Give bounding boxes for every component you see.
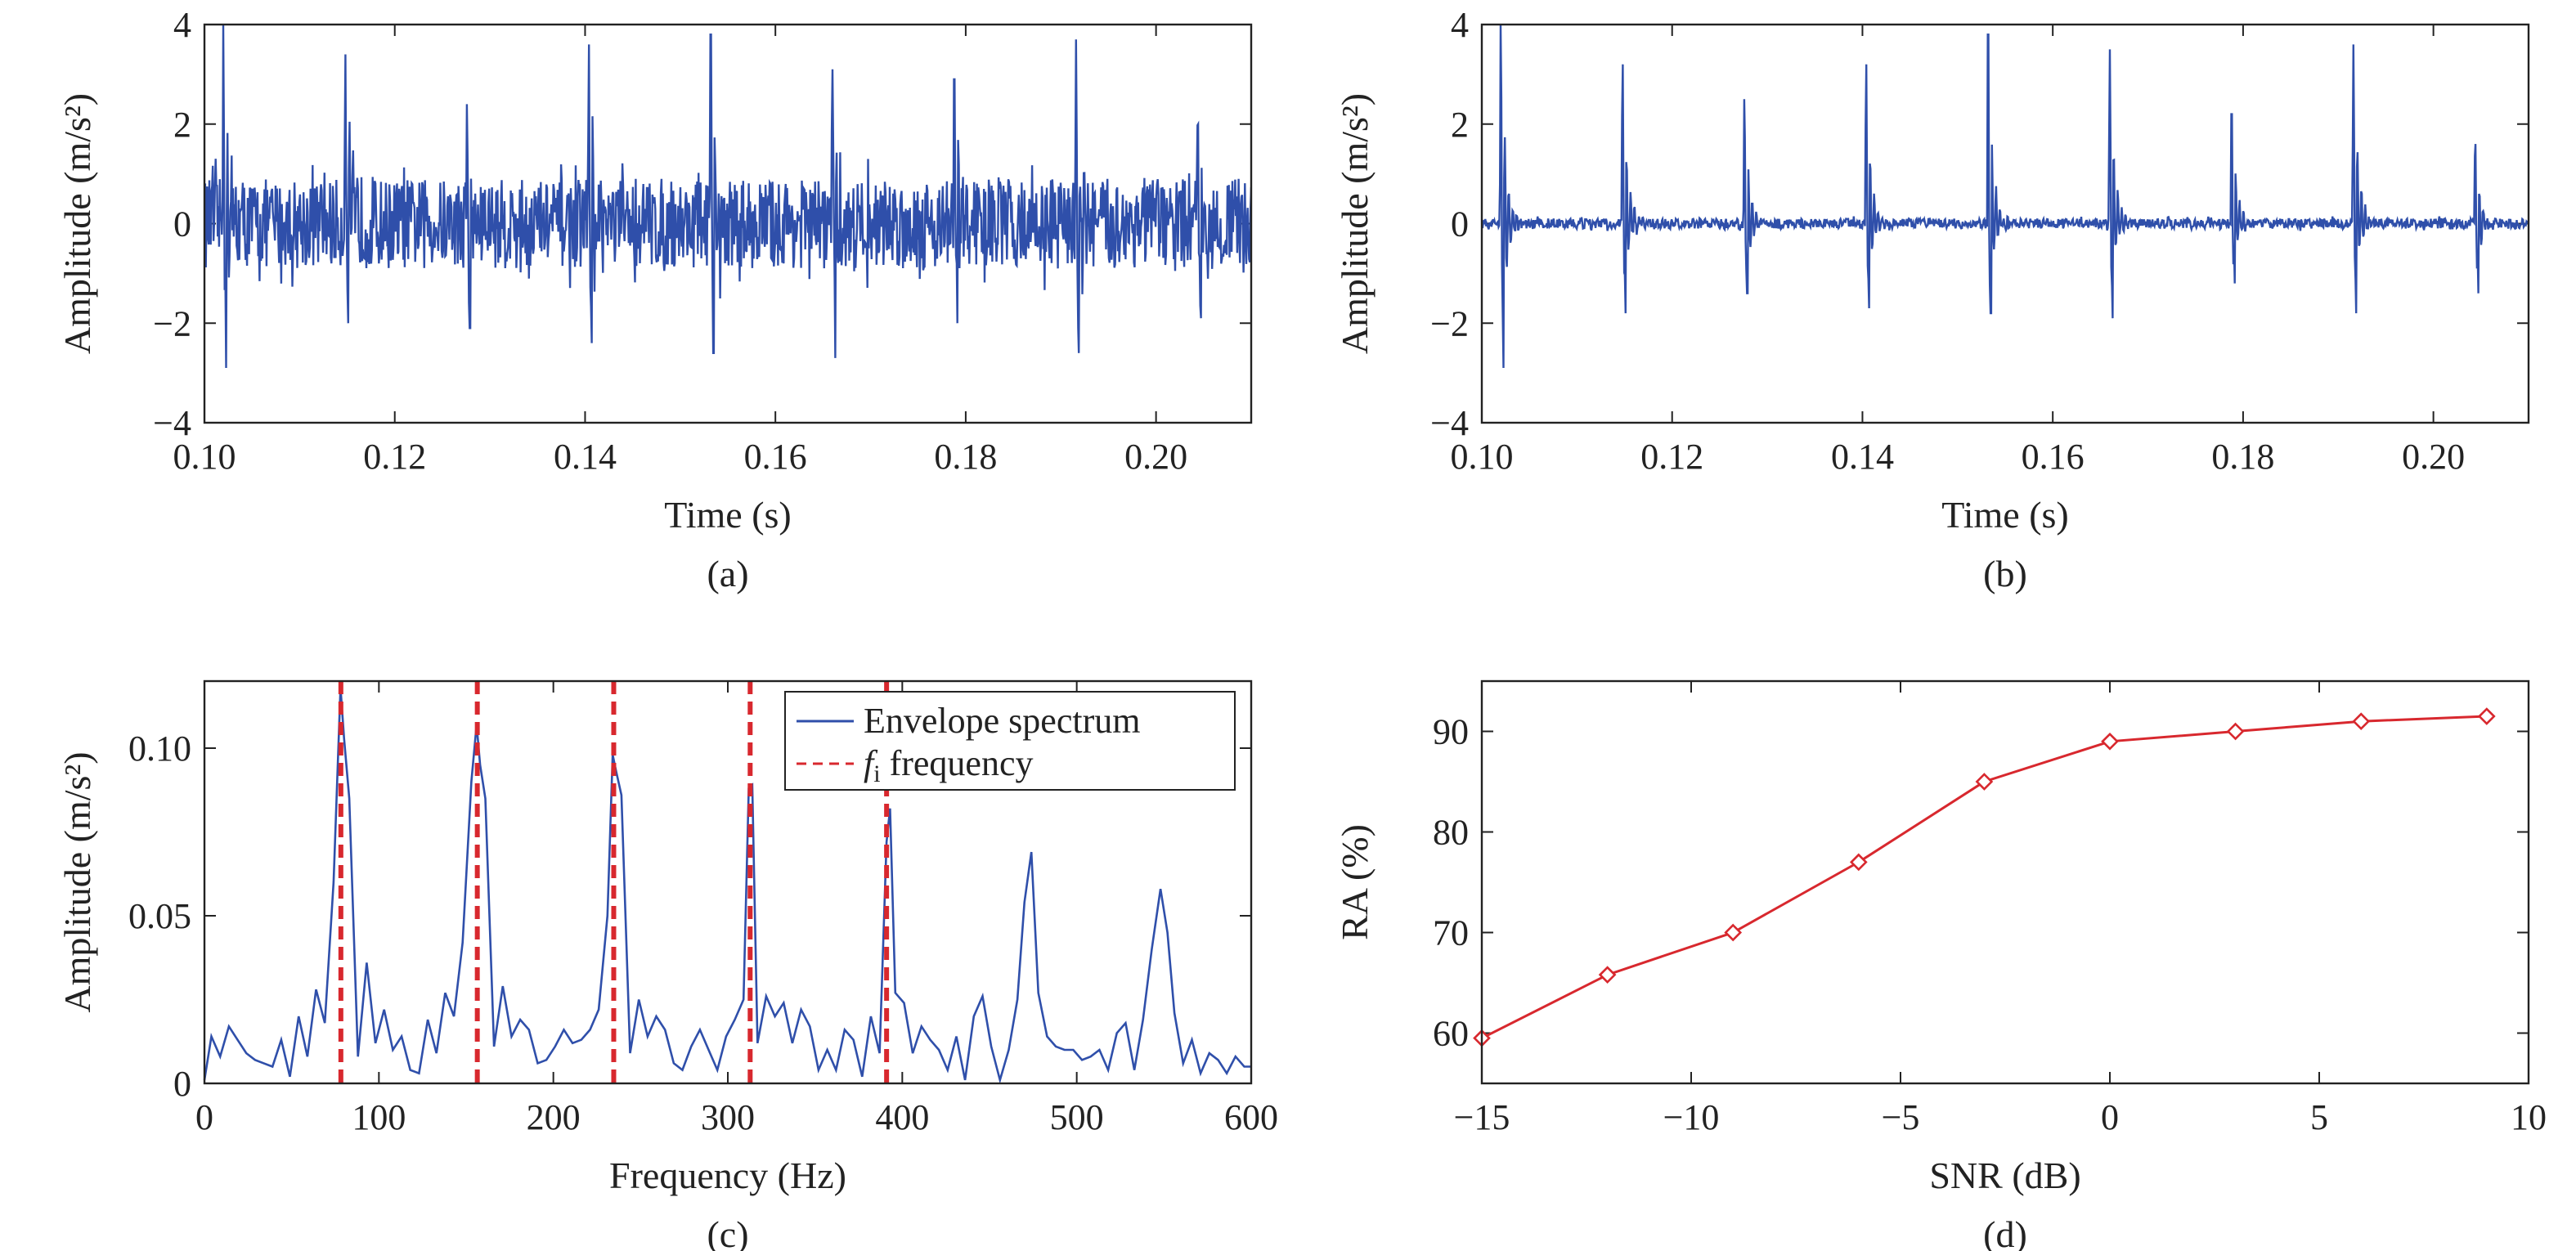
y-tick-label: 2 <box>173 105 191 145</box>
x-tick-label: 0.14 <box>1831 437 1894 477</box>
data-point-ra <box>1975 773 1994 791</box>
panel-caption: (d) <box>1983 1213 2027 1251</box>
x-tick-label: 100 <box>352 1097 406 1137</box>
x-axis-label: Time (s) <box>664 494 792 536</box>
panel-caption: (b) <box>1983 553 2027 594</box>
x-tick-label: 0.10 <box>1451 437 1514 477</box>
x-tick-label: −5 <box>1882 1097 1920 1137</box>
x-tick-label: 600 <box>1224 1097 1278 1137</box>
panel-d-ra-vs-snr: −15 −10 −5 0 5 10 60 70 80 90 SNR (dB) RA (%) (d) <box>1334 679 2547 1251</box>
x-axis-label: Frequency (Hz) <box>609 1155 846 1196</box>
x-tick-label: −10 <box>1663 1097 1720 1137</box>
x-tick-label: 0.14 <box>554 437 617 477</box>
panel-caption: (c) <box>707 1213 748 1251</box>
x-tick-label: 200 <box>527 1097 581 1137</box>
x-tick-label: 400 <box>875 1097 929 1137</box>
x-tick-label: 0.18 <box>934 437 997 477</box>
x-tick-label: −15 <box>1454 1097 1510 1137</box>
data-point-ra <box>2352 712 2371 731</box>
y-tick-label: −4 <box>153 403 191 443</box>
legend-label-envelope: Envelope spectrum <box>864 701 1140 741</box>
x-tick-label: 0.10 <box>173 437 236 477</box>
y-tick-label: 0.05 <box>128 896 191 936</box>
data-point-ra <box>2101 732 2119 751</box>
y-tick-label: −2 <box>153 303 191 343</box>
plot-frame <box>1480 23 2530 424</box>
data-point-ra <box>1724 923 1743 942</box>
x-tick-label: 0.20 <box>2402 437 2465 477</box>
series-line-ra <box>1481 715 2487 1040</box>
x-tick-label: 500 <box>1050 1097 1104 1137</box>
y-tick-label: 0 <box>173 204 191 244</box>
y-tick-label: −2 <box>1430 303 1469 343</box>
y-tick-label: 90 <box>1433 712 1469 752</box>
x-axis-label: SNR (dB) <box>1929 1155 2080 1196</box>
panel-caption: (a) <box>707 553 748 594</box>
x-tick-label: 0 <box>195 1097 213 1137</box>
x-axis-label: Time (s) <box>1941 494 2069 536</box>
panel-b-time-signal-denoised: 0.10 0.12 0.14 0.16 0.18 0.20 −4 −2 0 2 4 Time (s) A… <box>1334 5 2530 594</box>
plot-frame <box>1480 679 2530 1085</box>
x-tick-label: 0 <box>2101 1097 2119 1137</box>
y-tick-label: 0 <box>1451 204 1469 244</box>
series-line-signal <box>1482 25 2529 369</box>
x-tick-label: 0.20 <box>1124 437 1187 477</box>
plot-frame <box>203 679 1253 1085</box>
y-tick-label: 80 <box>1433 813 1469 853</box>
data-point-ra <box>1849 853 1868 872</box>
y-axis-label: Amplitude (m/s²) <box>56 751 98 1012</box>
series-line-envelope-spectrum <box>203 688 1251 1084</box>
y-tick-label: 2 <box>1451 105 1469 145</box>
legend-fault-subscript: i <box>873 760 880 787</box>
legend-box <box>784 691 1236 791</box>
data-point-ra <box>1598 966 1617 984</box>
y-tick-label: 0 <box>173 1064 191 1104</box>
y-axis-label: Amplitude (m/s²) <box>1334 93 1376 354</box>
y-tick-label: 0.10 <box>128 729 191 769</box>
y-tick-label: 4 <box>1451 5 1469 45</box>
panel-a-time-signal-noisy: 0.10 0.12 0.14 0.16 0.18 0.20 −4 −2 0 2 4 Time (s) A… <box>56 5 1253 594</box>
y-axis-label: Amplitude (m/s²) <box>56 93 98 354</box>
legend-label-fault: fi frequency <box>864 743 1033 787</box>
x-tick-label: 0.12 <box>1640 437 1703 477</box>
data-point-ra <box>2226 722 2245 741</box>
plot-frame <box>203 23 1253 424</box>
y-tick-label: 70 <box>1433 913 1469 953</box>
x-tick-label: 0.16 <box>744 437 807 477</box>
x-tick-label: 0.16 <box>2022 437 2085 477</box>
panel-c-envelope-spectrum: 0 100 200 300 400 500 600 0 0.05 0.10 Frequency (H… <box>56 679 1278 1251</box>
y-axis-label: RA (%) <box>1334 824 1376 940</box>
x-tick-label: 5 <box>2310 1097 2328 1137</box>
data-point-ra <box>2477 707 2496 725</box>
x-tick-label: 300 <box>701 1097 755 1137</box>
legend-fault-rest: frequency <box>881 743 1034 783</box>
y-tick-label: 4 <box>173 5 191 45</box>
x-tick-label: 0.12 <box>363 437 426 477</box>
y-tick-label: −4 <box>1430 403 1469 443</box>
series-line-signal <box>204 25 1251 369</box>
y-tick-label: 60 <box>1433 1014 1469 1054</box>
x-tick-label: 10 <box>2511 1097 2547 1137</box>
x-tick-label: 0.18 <box>2211 437 2274 477</box>
